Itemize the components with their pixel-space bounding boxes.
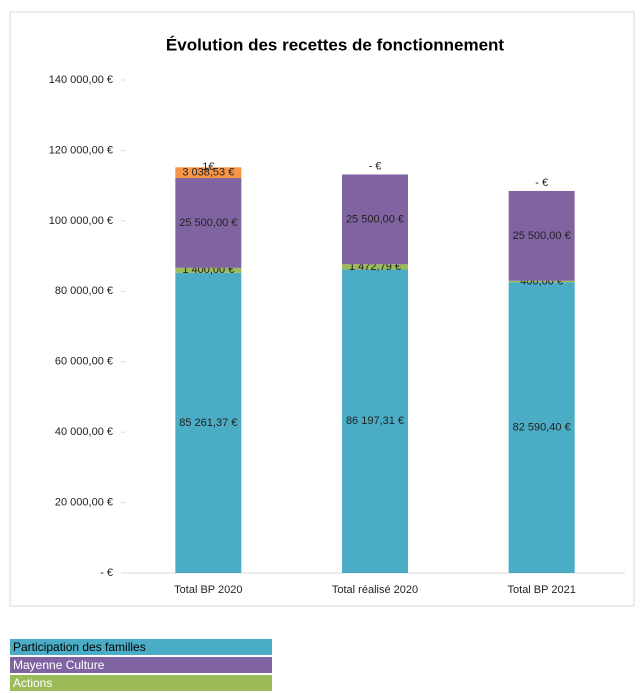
bar-segment bbox=[508, 280, 575, 283]
y-tick-label: 60 000,00 € bbox=[55, 356, 113, 368]
y-tick-label: 80 000,00 € bbox=[55, 285, 113, 297]
y-tick-label: 40 000,00 € bbox=[55, 426, 113, 438]
legend: Participation des familles Mayenne Cultur… bbox=[10, 639, 272, 693]
data-label: - € bbox=[535, 177, 548, 189]
bar-segment bbox=[175, 167, 242, 179]
x-tick-label: Total réalisé 2020 bbox=[332, 584, 418, 596]
legend-entry: Participation des familles bbox=[10, 639, 272, 655]
data-label: 86 197,31 € bbox=[346, 415, 404, 427]
data-label: 25 500,00 € bbox=[346, 213, 404, 225]
legend-entry: Mayenne Culture bbox=[10, 657, 272, 673]
y-tick-label: 100 000,00 € bbox=[49, 215, 113, 227]
chart: Évolution des recettes de fonctionnement… bbox=[9, 11, 635, 607]
bar-segment bbox=[175, 272, 242, 573]
data-label: 25 500,00 € bbox=[513, 230, 571, 242]
bar-segment bbox=[508, 190, 575, 281]
data-label: 1€ bbox=[202, 161, 214, 173]
legend-entry: Actions bbox=[10, 675, 272, 691]
bar-segment bbox=[175, 267, 242, 273]
bar-segment bbox=[342, 269, 408, 573]
data-label: - € bbox=[369, 160, 382, 172]
y-tick-label: 140 000,00 € bbox=[49, 74, 113, 86]
y-tick-label: 120 000,00 € bbox=[49, 144, 113, 156]
bar-segment bbox=[342, 174, 408, 265]
y-tick-label: 20 000,00 € bbox=[55, 496, 113, 508]
y-tick-label: - € bbox=[100, 567, 113, 579]
bar-segment bbox=[342, 264, 408, 270]
data-label: 85 261,37 € bbox=[179, 417, 237, 429]
data-label: 3 038,53 € bbox=[182, 167, 234, 179]
data-label: 82 590,40 € bbox=[513, 421, 571, 433]
bar-segment bbox=[508, 282, 575, 573]
data-label: 25 500,00 € bbox=[179, 217, 237, 229]
bar-segment bbox=[175, 178, 242, 268]
x-tick-label: Total BP 2020 bbox=[174, 584, 242, 596]
chart-title: Évolution des recettes de fonctionnement bbox=[166, 35, 505, 54]
x-tick-label: Total BP 2021 bbox=[508, 584, 576, 596]
